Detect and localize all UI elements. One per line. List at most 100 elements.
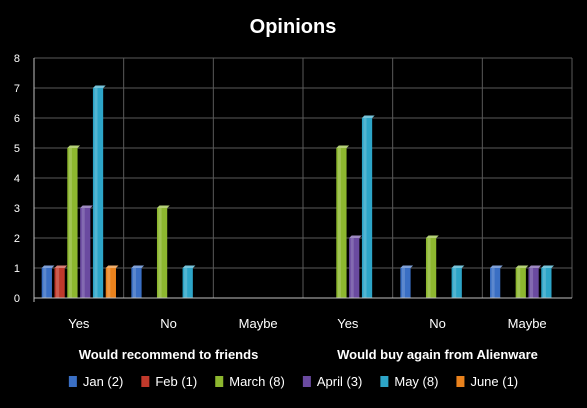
x-category-label: No [429, 316, 446, 331]
bar-highlight [350, 238, 354, 298]
bar [528, 265, 542, 298]
x-category-label: No [160, 316, 177, 331]
bar [515, 265, 529, 298]
chart-title: Opinions [250, 16, 337, 38]
bar-highlight [158, 208, 162, 298]
bar-top [336, 145, 350, 148]
bar-face [54, 268, 65, 298]
bar [336, 145, 350, 298]
bar-face [336, 148, 347, 298]
y-tick-label: 1 [14, 263, 20, 275]
legend-label: April (3) [317, 374, 363, 389]
bar-face [92, 88, 104, 298]
legend-swatch [141, 376, 150, 387]
bar-top [528, 265, 542, 268]
bar-highlight [517, 268, 521, 298]
bars [41, 85, 555, 298]
x-group-label: Would buy again from Alienware [337, 347, 538, 362]
y-tick-label: 2 [14, 233, 20, 245]
axes [33, 58, 572, 302]
bar-highlight [427, 238, 431, 298]
y-tick-label: 5 [14, 143, 20, 155]
bar-top [54, 265, 68, 268]
bar-highlight [401, 268, 405, 298]
bar [80, 205, 93, 298]
bar-face [515, 268, 526, 298]
x-group-label: Would recommend to friends [79, 347, 259, 362]
bar-top [361, 115, 375, 118]
bar-top [400, 265, 414, 268]
legend-label: May (8) [394, 374, 438, 389]
bar-highlight [94, 88, 98, 298]
bar-face [41, 268, 52, 298]
bar [490, 265, 503, 298]
bar [105, 265, 119, 298]
bar-top [80, 205, 93, 208]
bar [41, 265, 55, 298]
bar-highlight [363, 118, 367, 298]
bar-highlight [337, 148, 341, 298]
bar-highlight [68, 148, 72, 298]
bar-top [182, 265, 196, 268]
bar-highlight [56, 268, 60, 298]
bar-highlight [107, 268, 111, 298]
bar-highlight [43, 268, 47, 298]
y-tick-label: 4 [14, 173, 20, 185]
y-tick-label: 7 [14, 83, 20, 95]
bar-top [41, 265, 55, 268]
bar [361, 115, 375, 298]
legend-item: April (3) [302, 374, 363, 389]
bar-face [425, 238, 437, 298]
axis-labels: 0 1 2 3 4 5 6 7 8 Yes No Maybe Yes No Maybe Would recom… [14, 53, 547, 362]
bar-highlight [491, 268, 495, 298]
bar-top [156, 205, 170, 208]
legend-label: Feb (1) [155, 374, 197, 389]
bar [156, 205, 170, 298]
legend-swatch [215, 376, 224, 387]
bar [131, 265, 145, 298]
legend-label: March (8) [229, 374, 285, 389]
bar-top [490, 265, 503, 268]
bar-face [349, 238, 360, 298]
bar-top [105, 265, 119, 268]
bar-top [515, 265, 529, 268]
bar-face [80, 208, 91, 298]
legend-swatch [380, 376, 389, 387]
bar-highlight [529, 268, 534, 298]
bar-top [349, 235, 362, 238]
x-category-label: Yes [337, 316, 359, 331]
bar-highlight [542, 268, 546, 298]
bar-top [425, 235, 439, 238]
bar [182, 265, 196, 298]
bar [67, 145, 81, 298]
bar-top [541, 265, 555, 268]
bar-highlight [81, 208, 85, 298]
bar-face [156, 208, 168, 298]
bar-face [67, 148, 78, 298]
legend-item: May (8) [380, 374, 438, 389]
bar [54, 265, 68, 298]
y-tick-label: 6 [14, 113, 20, 125]
legend-label: June (1) [470, 374, 518, 389]
x-category-label: Maybe [239, 316, 278, 331]
legend-label: Jan (2) [83, 374, 123, 389]
bar [541, 265, 555, 298]
bar-highlight [132, 268, 136, 298]
bar-face [541, 268, 552, 298]
legend-item: March (8) [215, 374, 285, 389]
grid [33, 57, 573, 299]
x-category-label: Yes [68, 316, 90, 331]
bar-face [182, 268, 193, 298]
legend-swatch [302, 376, 311, 387]
legend: Jan (2) Feb (1) March (8) April (3) May (8) J… [68, 374, 518, 389]
bar-face [451, 268, 462, 298]
bar [349, 235, 362, 298]
y-tick-label: 8 [14, 53, 20, 65]
bar-face [131, 268, 142, 298]
bar-top [131, 265, 145, 268]
bar-face [105, 268, 116, 298]
x-category-label: Maybe [508, 316, 547, 331]
legend-item: Jan (2) [68, 374, 123, 389]
